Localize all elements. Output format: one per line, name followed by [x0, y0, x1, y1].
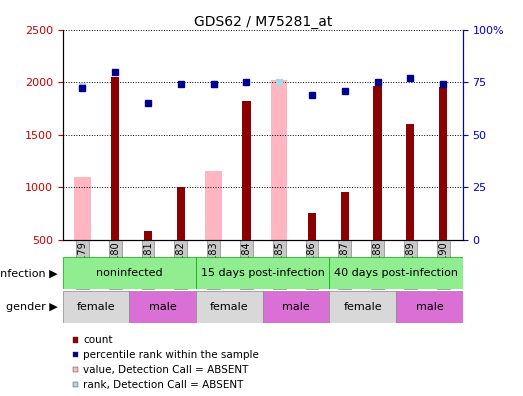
Title: GDS62 / M75281_at: GDS62 / M75281_at	[194, 15, 332, 29]
Bar	[177, 187, 185, 240]
Bar	[329, 257, 463, 289]
Bar	[196, 291, 263, 323]
Bar	[74, 177, 90, 240]
Bar	[196, 257, 329, 289]
Bar	[308, 213, 316, 240]
Bar	[373, 86, 382, 240]
Bar	[271, 80, 288, 240]
Bar	[406, 124, 415, 240]
Text: value, Detection Call = ABSENT: value, Detection Call = ABSENT	[83, 365, 248, 375]
Bar	[206, 171, 222, 240]
Text: male: male	[149, 302, 177, 312]
Text: noninfected: noninfected	[96, 268, 163, 278]
Text: female: female	[344, 302, 382, 312]
Text: female: female	[77, 302, 116, 312]
Bar	[129, 291, 196, 323]
Bar	[439, 88, 447, 240]
Text: female: female	[210, 302, 249, 312]
Text: gender ▶: gender ▶	[6, 302, 58, 312]
Bar	[263, 291, 329, 323]
Bar	[329, 291, 396, 323]
Text: rank, Detection Call = ABSENT: rank, Detection Call = ABSENT	[83, 380, 244, 390]
Text: 40 days post-infection: 40 days post-infection	[334, 268, 458, 278]
Bar	[63, 257, 196, 289]
Bar	[144, 231, 152, 240]
Text: infection ▶: infection ▶	[0, 268, 58, 278]
Bar	[242, 101, 251, 240]
Text: count: count	[83, 335, 113, 345]
Bar	[340, 192, 349, 240]
Text: percentile rank within the sample: percentile rank within the sample	[83, 350, 259, 360]
Text: male: male	[282, 302, 310, 312]
Text: 15 days post-infection: 15 days post-infection	[201, 268, 325, 278]
Bar	[111, 77, 119, 240]
Bar	[396, 291, 463, 323]
Bar	[63, 291, 129, 323]
Text: male: male	[416, 302, 444, 312]
